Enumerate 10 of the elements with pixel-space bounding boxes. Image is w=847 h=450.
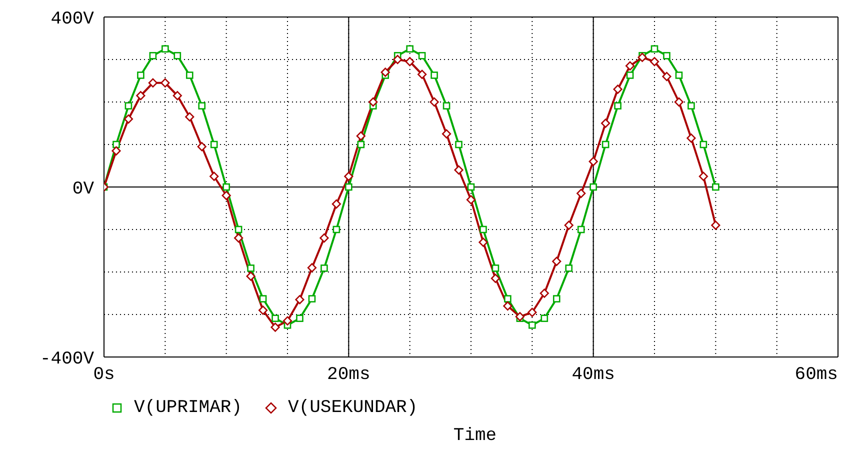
- y-tick-label: 0V: [72, 179, 94, 200]
- legend-label: V(UPRIMAR): [134, 398, 242, 418]
- x-tick-label: 40ms: [572, 365, 615, 385]
- x-tick-label: 20ms: [327, 365, 370, 385]
- legend-label: V(USEKUNDAR): [288, 398, 418, 418]
- x-axis-title: Time: [452, 426, 498, 446]
- x-tick-label: 60ms: [794, 365, 838, 385]
- y-tick-label: 400V: [50, 9, 94, 30]
- x-tick-label: 0s: [93, 365, 115, 385]
- y-tick-label: -400V: [40, 349, 94, 370]
